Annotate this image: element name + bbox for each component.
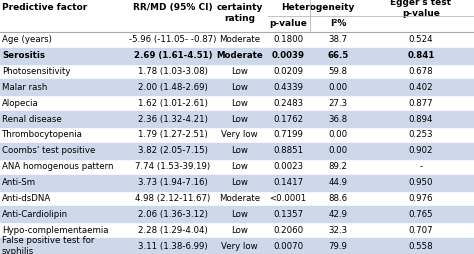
Text: 0.0039: 0.0039 — [272, 51, 305, 60]
Text: 0.2060: 0.2060 — [273, 226, 303, 235]
Text: Photosensitivity: Photosensitivity — [2, 67, 71, 76]
Text: Moderate: Moderate — [219, 194, 260, 203]
Text: Egger's test
p-value: Egger's test p-value — [391, 0, 451, 18]
Text: Low: Low — [231, 83, 248, 92]
Text: Hypo-complementaemia: Hypo-complementaemia — [2, 226, 109, 235]
Text: Low: Low — [231, 226, 248, 235]
Text: 2.06 (1.36-3.12): 2.06 (1.36-3.12) — [138, 210, 208, 219]
Text: 32.3: 32.3 — [328, 226, 347, 235]
Text: 0.00: 0.00 — [328, 83, 347, 92]
Text: 0.253: 0.253 — [409, 131, 433, 139]
Text: 0.976: 0.976 — [409, 194, 433, 203]
Text: Anti-dsDNA: Anti-dsDNA — [2, 194, 51, 203]
Text: 3.82 (2.05-7.15): 3.82 (2.05-7.15) — [138, 146, 208, 155]
Text: Low: Low — [231, 67, 248, 76]
Text: 0.00: 0.00 — [328, 131, 347, 139]
Text: 3.73 (1.94-7.16): 3.73 (1.94-7.16) — [138, 178, 208, 187]
Text: 66.5: 66.5 — [328, 51, 348, 60]
Text: 42.9: 42.9 — [328, 210, 347, 219]
Text: 89.2: 89.2 — [328, 162, 347, 171]
Text: 0.841: 0.841 — [407, 51, 435, 60]
Text: Heterogeneity: Heterogeneity — [281, 4, 354, 12]
Text: 0.8851: 0.8851 — [273, 146, 303, 155]
Text: Thrombocytopenia: Thrombocytopenia — [2, 131, 83, 139]
Text: 0.902: 0.902 — [409, 146, 433, 155]
Text: 0.402: 0.402 — [409, 83, 433, 92]
Text: Age (years): Age (years) — [2, 35, 52, 44]
Text: Very low: Very low — [221, 242, 258, 250]
Text: <0.0001: <0.0001 — [270, 194, 307, 203]
Text: Predictive factor: Predictive factor — [2, 4, 87, 12]
Text: Anti-Cardiolipin: Anti-Cardiolipin — [2, 210, 68, 219]
Text: Serositis: Serositis — [2, 51, 45, 60]
Text: Low: Low — [231, 115, 248, 123]
Text: 0.7199: 0.7199 — [273, 131, 303, 139]
Bar — [0, 111, 474, 127]
Text: 0.558: 0.558 — [409, 242, 433, 250]
Text: 3.11 (1.38-6.99): 3.11 (1.38-6.99) — [138, 242, 208, 250]
Text: 0.1800: 0.1800 — [273, 35, 303, 44]
Text: 88.6: 88.6 — [328, 194, 347, 203]
Text: 2.69 (1.61-4.51): 2.69 (1.61-4.51) — [134, 51, 212, 60]
Text: RR/MD (95% CI): RR/MD (95% CI) — [133, 4, 213, 12]
Text: 0.0023: 0.0023 — [273, 162, 303, 171]
Bar — [0, 238, 474, 254]
Text: I²%: I²% — [330, 19, 346, 28]
Bar — [0, 48, 474, 64]
Text: 0.2483: 0.2483 — [273, 99, 303, 108]
Text: 36.8: 36.8 — [328, 115, 347, 123]
Text: 79.9: 79.9 — [328, 242, 347, 250]
Text: -5.96 (-11.05- -0.87): -5.96 (-11.05- -0.87) — [129, 35, 217, 44]
Text: 38.7: 38.7 — [328, 35, 347, 44]
Text: 4.98 (2.12-11.67): 4.98 (2.12-11.67) — [136, 194, 210, 203]
Text: 0.765: 0.765 — [409, 210, 433, 219]
Text: ANA homogenous pattern: ANA homogenous pattern — [2, 162, 113, 171]
Text: 0.4339: 0.4339 — [273, 83, 303, 92]
Text: Moderate: Moderate — [219, 35, 260, 44]
Text: 44.9: 44.9 — [328, 178, 347, 187]
Text: 0.950: 0.950 — [409, 178, 433, 187]
Text: p-value: p-value — [269, 19, 307, 28]
Text: Grade
certainty
rating: Grade certainty rating — [216, 0, 263, 23]
Text: 0.1762: 0.1762 — [273, 115, 303, 123]
Text: 1.62 (1.01-2.61): 1.62 (1.01-2.61) — [138, 99, 208, 108]
Text: Malar rash: Malar rash — [2, 83, 47, 92]
Text: 0.678: 0.678 — [409, 67, 433, 76]
Text: Low: Low — [231, 146, 248, 155]
Text: 0.00: 0.00 — [328, 146, 347, 155]
Text: 1.78 (1.03-3.08): 1.78 (1.03-3.08) — [138, 67, 208, 76]
Text: Low: Low — [231, 210, 248, 219]
Text: Low: Low — [231, 178, 248, 187]
Text: 0.1417: 0.1417 — [273, 178, 303, 187]
Text: 2.28 (1.29-4.04): 2.28 (1.29-4.04) — [138, 226, 208, 235]
Text: 27.3: 27.3 — [328, 99, 347, 108]
Text: Coombs' test positive: Coombs' test positive — [2, 146, 95, 155]
Text: 2.00 (1.48-2.69): 2.00 (1.48-2.69) — [138, 83, 208, 92]
Bar — [0, 206, 474, 222]
Text: 0.877: 0.877 — [409, 99, 433, 108]
Text: 0.894: 0.894 — [409, 115, 433, 123]
Text: 0.1357: 0.1357 — [273, 210, 303, 219]
Text: Alopecia: Alopecia — [2, 99, 39, 108]
Text: 7.74 (1.53-39.19): 7.74 (1.53-39.19) — [136, 162, 210, 171]
Text: Low: Low — [231, 162, 248, 171]
Text: 0.707: 0.707 — [409, 226, 433, 235]
Text: Renal disease: Renal disease — [2, 115, 62, 123]
Bar — [0, 175, 474, 190]
Bar — [0, 79, 474, 95]
Text: 1.79 (1.27-2.51): 1.79 (1.27-2.51) — [138, 131, 208, 139]
Text: Low: Low — [231, 99, 248, 108]
Text: 0.0209: 0.0209 — [273, 67, 303, 76]
Text: 2.36 (1.32-4.21): 2.36 (1.32-4.21) — [138, 115, 208, 123]
Text: False positive test for
syphilis: False positive test for syphilis — [2, 236, 94, 254]
Text: 0.0070: 0.0070 — [273, 242, 303, 250]
Text: Anti-Sm: Anti-Sm — [2, 178, 36, 187]
Text: 59.8: 59.8 — [328, 67, 347, 76]
Text: -: - — [419, 162, 422, 171]
Bar — [0, 143, 474, 159]
Text: 0.524: 0.524 — [409, 35, 433, 44]
Text: Very low: Very low — [221, 131, 258, 139]
Text: Moderate: Moderate — [216, 51, 263, 60]
